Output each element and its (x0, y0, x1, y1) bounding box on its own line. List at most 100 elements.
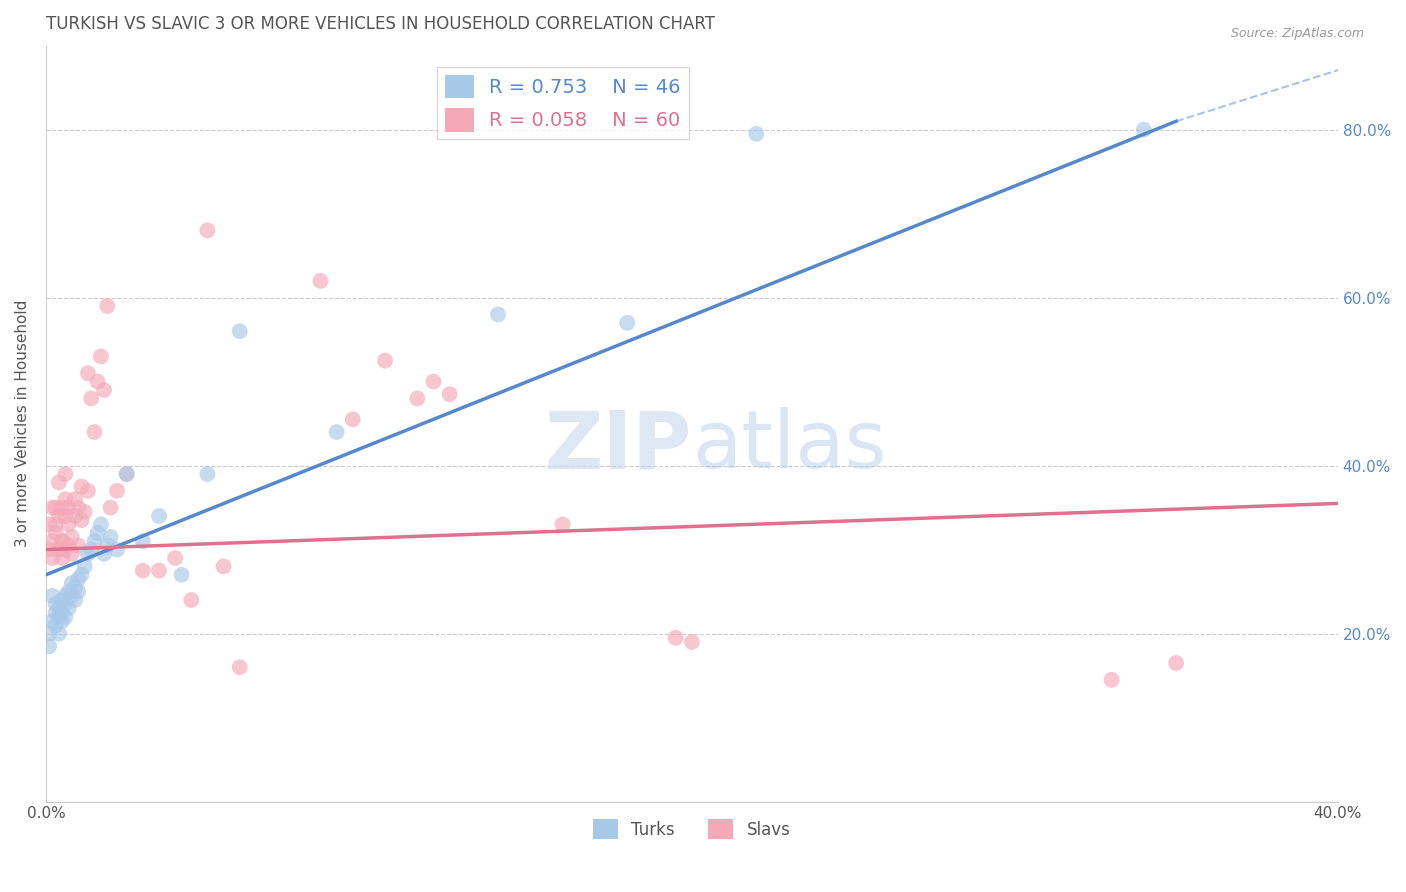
Point (93, 383, 115, 397)
Point (51, 593, 73, 607)
Point (48, 508, 70, 523)
Point (96, 299, 118, 313)
Point (45, 618, 67, 632)
Point (212, 559, 235, 574)
Point (83, 425, 105, 439)
Point (228, 660, 250, 674)
Text: atlas: atlas (692, 408, 886, 485)
Point (51, 606, 73, 620)
Point (148, 564, 170, 578)
Point (67, 584, 90, 599)
Point (48, 609, 70, 624)
Point (100, 500, 122, 515)
Point (86, 375, 108, 389)
Point (90, 517, 112, 532)
Point (180, 593, 202, 607)
Point (60, 589, 83, 603)
Point (83, 534, 105, 549)
Point (93, 547, 115, 561)
Point (197, 223, 219, 237)
Point (374, 353, 396, 368)
Point (325, 425, 347, 439)
Point (105, 542, 128, 557)
Point (58, 500, 80, 515)
Point (1166, 656, 1188, 670)
Point (38, 639, 60, 653)
Point (63, 492, 86, 507)
Text: TURKISH VS SLAVIC 3 OR MORE VEHICLES IN HOUSEHOLD CORRELATION CHART: TURKISH VS SLAVIC 3 OR MORE VEHICLES IN … (46, 15, 716, 33)
Point (41, 500, 63, 515)
Point (86, 525, 108, 540)
Point (45, 500, 67, 515)
Point (51, 551, 73, 566)
Point (70, 567, 93, 582)
Point (439, 387, 461, 401)
Point (616, 316, 638, 330)
Point (96, 538, 118, 552)
Point (73, 559, 96, 574)
Point (70, 513, 93, 527)
Point (406, 392, 429, 406)
Point (80, 392, 103, 406)
Point (67, 572, 90, 586)
Point (48, 542, 70, 557)
Point (80, 542, 103, 557)
Point (53, 589, 76, 603)
Point (51, 500, 73, 515)
Point (58, 601, 80, 615)
Point (1101, 673, 1123, 687)
Point (38, 542, 60, 557)
Point (422, 375, 444, 389)
Point (41, 589, 63, 603)
Point (67, 538, 90, 552)
Point (53, 542, 76, 557)
Point (73, 505, 96, 519)
Point (41, 614, 63, 628)
Point (77, 366, 100, 380)
Point (58, 584, 80, 599)
Point (58, 517, 80, 532)
Point (60, 530, 83, 544)
Point (132, 534, 155, 549)
Point (38, 626, 60, 640)
Text: ZIP: ZIP (544, 408, 692, 485)
Point (342, 412, 364, 426)
Point (77, 547, 100, 561)
Point (63, 593, 86, 607)
Point (170, 567, 193, 582)
Point (48, 601, 70, 615)
Point (48, 475, 70, 490)
Point (53, 609, 76, 624)
Point (486, 308, 509, 322)
Point (100, 530, 122, 544)
Point (132, 564, 155, 578)
Point (45, 606, 67, 620)
Point (681, 635, 703, 649)
Point (665, 631, 688, 645)
Point (53, 492, 76, 507)
Point (51, 614, 73, 628)
Point (45, 525, 67, 540)
Point (60, 547, 83, 561)
Point (58, 538, 80, 552)
Point (60, 576, 83, 591)
Point (148, 508, 170, 523)
Point (63, 581, 86, 595)
Point (45, 517, 67, 532)
Point (67, 500, 90, 515)
Point (51, 534, 73, 549)
Text: Source: ZipAtlas.com: Source: ZipAtlas.com (1230, 27, 1364, 40)
Point (53, 597, 76, 611)
Legend: Turks, Slavs: Turks, Slavs (586, 813, 797, 847)
Point (309, 274, 332, 288)
Point (41, 551, 63, 566)
Point (90, 350, 112, 364)
Point (77, 483, 100, 498)
Point (1133, 122, 1156, 136)
Point (53, 467, 76, 481)
Point (70, 480, 93, 494)
Point (105, 483, 128, 498)
Y-axis label: 3 or more Vehicles in Household: 3 or more Vehicles in Household (15, 300, 30, 548)
Point (63, 508, 86, 523)
Point (197, 467, 219, 481)
